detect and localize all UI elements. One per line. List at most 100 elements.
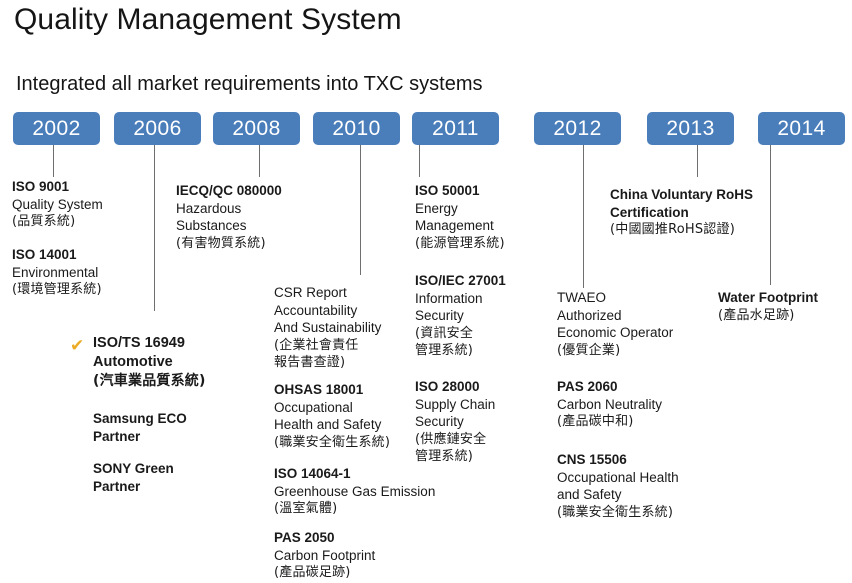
entry-samsung-eco-partner: Samsung ECO Partner — [93, 410, 187, 445]
entry-iecq-qc-080000: IECQ/QC 080000 Hazardous Substances (有害物質系統… — [176, 182, 282, 252]
entry-line: Samsung ECO — [93, 411, 187, 426]
entry-line: (產品水足跡) — [718, 307, 795, 323]
entry-iso-50001: ISO 50001 Energy Management (能源管理系統) — [415, 182, 505, 252]
entry-line: ISO 14064-1 — [274, 466, 351, 481]
year-badge-2002[interactable]: 2002 — [13, 112, 100, 145]
entry-line: and Safety — [557, 487, 622, 502]
entry-line: Partner — [93, 478, 141, 494]
entry-line: (中國國推RoHS認證) — [610, 222, 735, 237]
entry-line: Security — [415, 414, 464, 429]
entry-ohsas-18001: OHSAS 18001 Occupational Health and Safety… — [274, 381, 390, 451]
entry-line: (產品碳中和) — [557, 414, 634, 429]
entry-line: TWAEO — [557, 290, 606, 305]
connector-line-2012 — [583, 145, 584, 288]
entry-line: (優質企業) — [557, 342, 621, 358]
entry-line: ISO 14001 — [12, 247, 77, 262]
year-badge-2010[interactable]: 2010 — [313, 112, 400, 145]
entry-iso-14001: ISO 14001 Environmental (環境管理系統) — [12, 246, 102, 299]
entry-pas-2050: PAS 2050 Carbon Footprint (產品碳足跡) — [274, 529, 375, 582]
entry-line: (能源管理系統) — [415, 235, 505, 251]
page-title: Quality Management System — [14, 3, 402, 36]
entry-line: (供應鏈安全 — [415, 431, 487, 447]
entry-line: 管理系統) — [415, 343, 474, 358]
entry-line: CSR Report — [274, 285, 347, 300]
entry-line: Environmental — [12, 264, 99, 280]
entry-line: Information — [415, 290, 483, 306]
entry-line: CNS 15506 — [557, 452, 627, 467]
entry-line: SONY Green — [93, 461, 174, 476]
entry-twaeo: TWAEO Authorized Economic Operator (優質企業) — [557, 289, 673, 359]
entry-line: ISO 28000 — [415, 379, 480, 394]
connector-line-2014 — [770, 145, 771, 285]
connector-line-2002 — [53, 145, 54, 177]
entry-line: (溫室氣體) — [274, 501, 338, 516]
entry-line: (環境管理系統) — [12, 282, 102, 297]
entry-line: Quality System — [12, 196, 103, 212]
entry-line: Economic Operator — [557, 325, 674, 340]
entry-water-footprint: Water Footprint (產品水足跡) — [718, 289, 818, 324]
entry-line: Health and Safety — [274, 417, 382, 432]
page-subtitle: Integrated all market requirements into … — [16, 73, 483, 95]
entry-iso-ts-16949: ISO/TS 16949 Automotive (汽車業品質系統) — [93, 334, 206, 391]
year-badge-2012[interactable]: 2012 — [534, 112, 621, 145]
connector-line-2008 — [259, 145, 260, 177]
entry-iso-28000: ISO 28000 Supply Chain Security (供應鏈安全 管理系統) — [415, 378, 495, 466]
entry-line: 報告書查證) — [274, 355, 346, 370]
year-badge-2011[interactable]: 2011 — [412, 112, 499, 145]
entry-line: 管理系統) — [415, 449, 474, 464]
entry-iso-iec-27001: ISO/IEC 27001 Information Security (資訊安全管理系… — [415, 272, 506, 360]
entry-line: ISO/TS 16949 — [93, 335, 185, 351]
entry-line: Automotive — [93, 354, 173, 370]
entry-line: (品質系統) — [12, 214, 76, 229]
entry-line: PAS 2050 — [274, 530, 335, 545]
year-badge-2006[interactable]: 2006 — [114, 112, 201, 145]
entry-line: Carbon Footprint — [274, 547, 376, 563]
entry-line: ISO 50001 — [415, 183, 480, 198]
entry-line: Occupational — [274, 399, 353, 415]
year-badge-2008[interactable]: 2008 — [213, 112, 300, 145]
entry-line: (資訊安全 — [415, 325, 474, 341]
entry-line: (汽車業品質系統) — [93, 373, 206, 389]
connector-line-2006 — [154, 145, 155, 311]
check-icon: ✔ — [70, 336, 85, 355]
connector-line-2013 — [697, 145, 698, 177]
entry-line: ISO 9001 — [12, 179, 70, 194]
entry-line: OHSAS 18001 — [274, 382, 364, 397]
year-badge-2014[interactable]: 2014 — [758, 112, 845, 145]
entry-line: Substances — [176, 218, 247, 233]
entry-line: Carbon Neutrality — [557, 396, 663, 412]
entry-iso-14064-1: ISO 14064-1 Greenhouse Gas Emission (溫室氣體) — [274, 465, 435, 518]
year-badge-2013[interactable]: 2013 — [647, 112, 734, 145]
entry-iso-9001: ISO 9001 Quality System (品質系統) — [12, 178, 103, 231]
entry-line: PAS 2060 — [557, 379, 618, 394]
entry-line: Security — [415, 308, 464, 323]
entry-cns-15506: CNS 15506 Occupational Health and Safety (職… — [557, 451, 679, 521]
entry-line: ISO/IEC 27001 — [415, 273, 506, 288]
entry-line: Energy — [415, 200, 458, 216]
entry-line: Hazardous — [176, 200, 242, 216]
entry-pas-2060: PAS 2060 Carbon Neutrality (產品碳中和) — [557, 378, 662, 431]
entry-line: Supply Chain — [415, 396, 496, 412]
entry-line: Greenhouse Gas Emission — [274, 483, 436, 499]
entry-line: (有害物質系統) — [176, 235, 266, 251]
entry-line: (產品碳足跡) — [274, 565, 351, 580]
entry-sony-green-partner: SONY Green Partner — [93, 460, 174, 495]
entry-china-voluntary-rohs: China Voluntary RoHS Certification (中國國推Ro… — [610, 186, 753, 239]
entry-line: (職業安全衛生系統) — [557, 504, 674, 520]
entry-csr-report: CSR Report Accountability And Sustainabili… — [274, 284, 381, 372]
connector-line-2010 — [360, 145, 361, 275]
entry-line: Accountability — [274, 302, 358, 318]
entry-line: Partner — [93, 428, 141, 444]
entry-line: IECQ/QC 080000 — [176, 183, 282, 198]
entry-line: Water Footprint — [718, 290, 818, 305]
entry-line: Management — [415, 218, 494, 233]
entry-line: Certification — [610, 204, 689, 220]
entry-line: (企業社會責任 — [274, 337, 359, 353]
entry-line: (職業安全衛生系統) — [274, 434, 391, 450]
connector-line-2011 — [419, 145, 420, 177]
entry-line: Occupational Health — [557, 469, 679, 485]
entry-line: And Sustainability — [274, 320, 382, 335]
entry-line: Authorized — [557, 307, 622, 323]
entry-line: China Voluntary RoHS — [610, 187, 754, 202]
